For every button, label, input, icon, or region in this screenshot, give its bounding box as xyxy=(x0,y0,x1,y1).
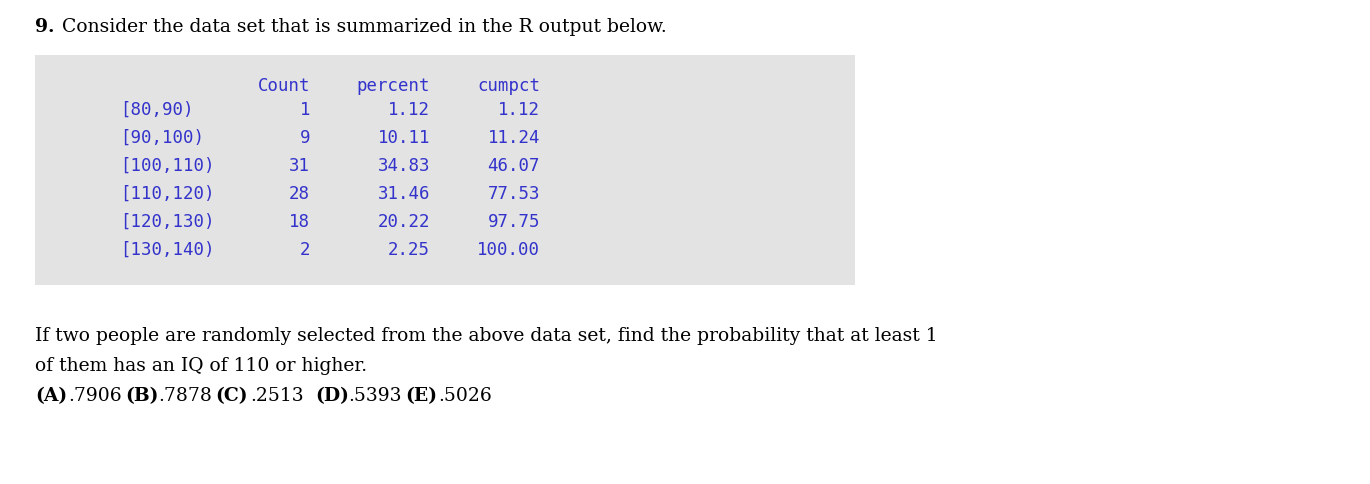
Text: 100.00: 100.00 xyxy=(477,241,540,259)
Text: Consider the data set that is summarized in the R output below.: Consider the data set that is summarized… xyxy=(56,18,667,36)
Text: [90,100): [90,100) xyxy=(121,129,204,147)
Text: 77.53: 77.53 xyxy=(488,185,540,203)
Text: 1.12: 1.12 xyxy=(499,101,540,119)
Bar xyxy=(36,55,855,285)
Text: [130,140): [130,140) xyxy=(121,241,215,259)
Text: [80,90): [80,90) xyxy=(121,101,193,119)
Text: (A): (A) xyxy=(36,387,67,405)
Text: .5026: .5026 xyxy=(438,387,492,405)
Text: .7906: .7906 xyxy=(68,387,122,405)
Text: 2.25: 2.25 xyxy=(388,241,430,259)
Text: [110,120): [110,120) xyxy=(121,185,215,203)
Text: 97.75: 97.75 xyxy=(488,213,540,231)
Text: 11.24: 11.24 xyxy=(488,129,540,147)
Text: (B): (B) xyxy=(125,387,159,405)
Text: 1: 1 xyxy=(300,101,310,119)
Text: cumpct: cumpct xyxy=(477,77,540,95)
Text: 1.12: 1.12 xyxy=(388,101,430,119)
Text: 18: 18 xyxy=(289,213,310,231)
Text: If two people are randomly selected from the above data set, find the probabilit: If two people are randomly selected from… xyxy=(36,327,937,345)
Text: (E): (E) xyxy=(406,387,437,405)
Text: of them has an IQ of 110 or higher.: of them has an IQ of 110 or higher. xyxy=(36,357,367,375)
Text: 34.83: 34.83 xyxy=(378,157,430,175)
Text: .2513: .2513 xyxy=(249,387,304,405)
Text: 9: 9 xyxy=(300,129,310,147)
Text: [120,130): [120,130) xyxy=(121,213,215,231)
Text: (C): (C) xyxy=(215,387,248,405)
Text: 28: 28 xyxy=(289,185,310,203)
Text: 31.46: 31.46 xyxy=(378,185,430,203)
Text: 2: 2 xyxy=(300,241,310,259)
Text: 20.22: 20.22 xyxy=(378,213,430,231)
Text: (D): (D) xyxy=(315,387,349,405)
Text: [100,110): [100,110) xyxy=(121,157,215,175)
Text: 31: 31 xyxy=(289,157,310,175)
Text: 10.11: 10.11 xyxy=(378,129,430,147)
Text: 46.07: 46.07 xyxy=(488,157,540,175)
Text: 9.: 9. xyxy=(36,18,55,36)
Text: percent: percent xyxy=(356,77,430,95)
Text: .7878: .7878 xyxy=(158,387,212,405)
Text: .5393: .5393 xyxy=(348,387,401,405)
Text: Count: Count xyxy=(258,77,310,95)
